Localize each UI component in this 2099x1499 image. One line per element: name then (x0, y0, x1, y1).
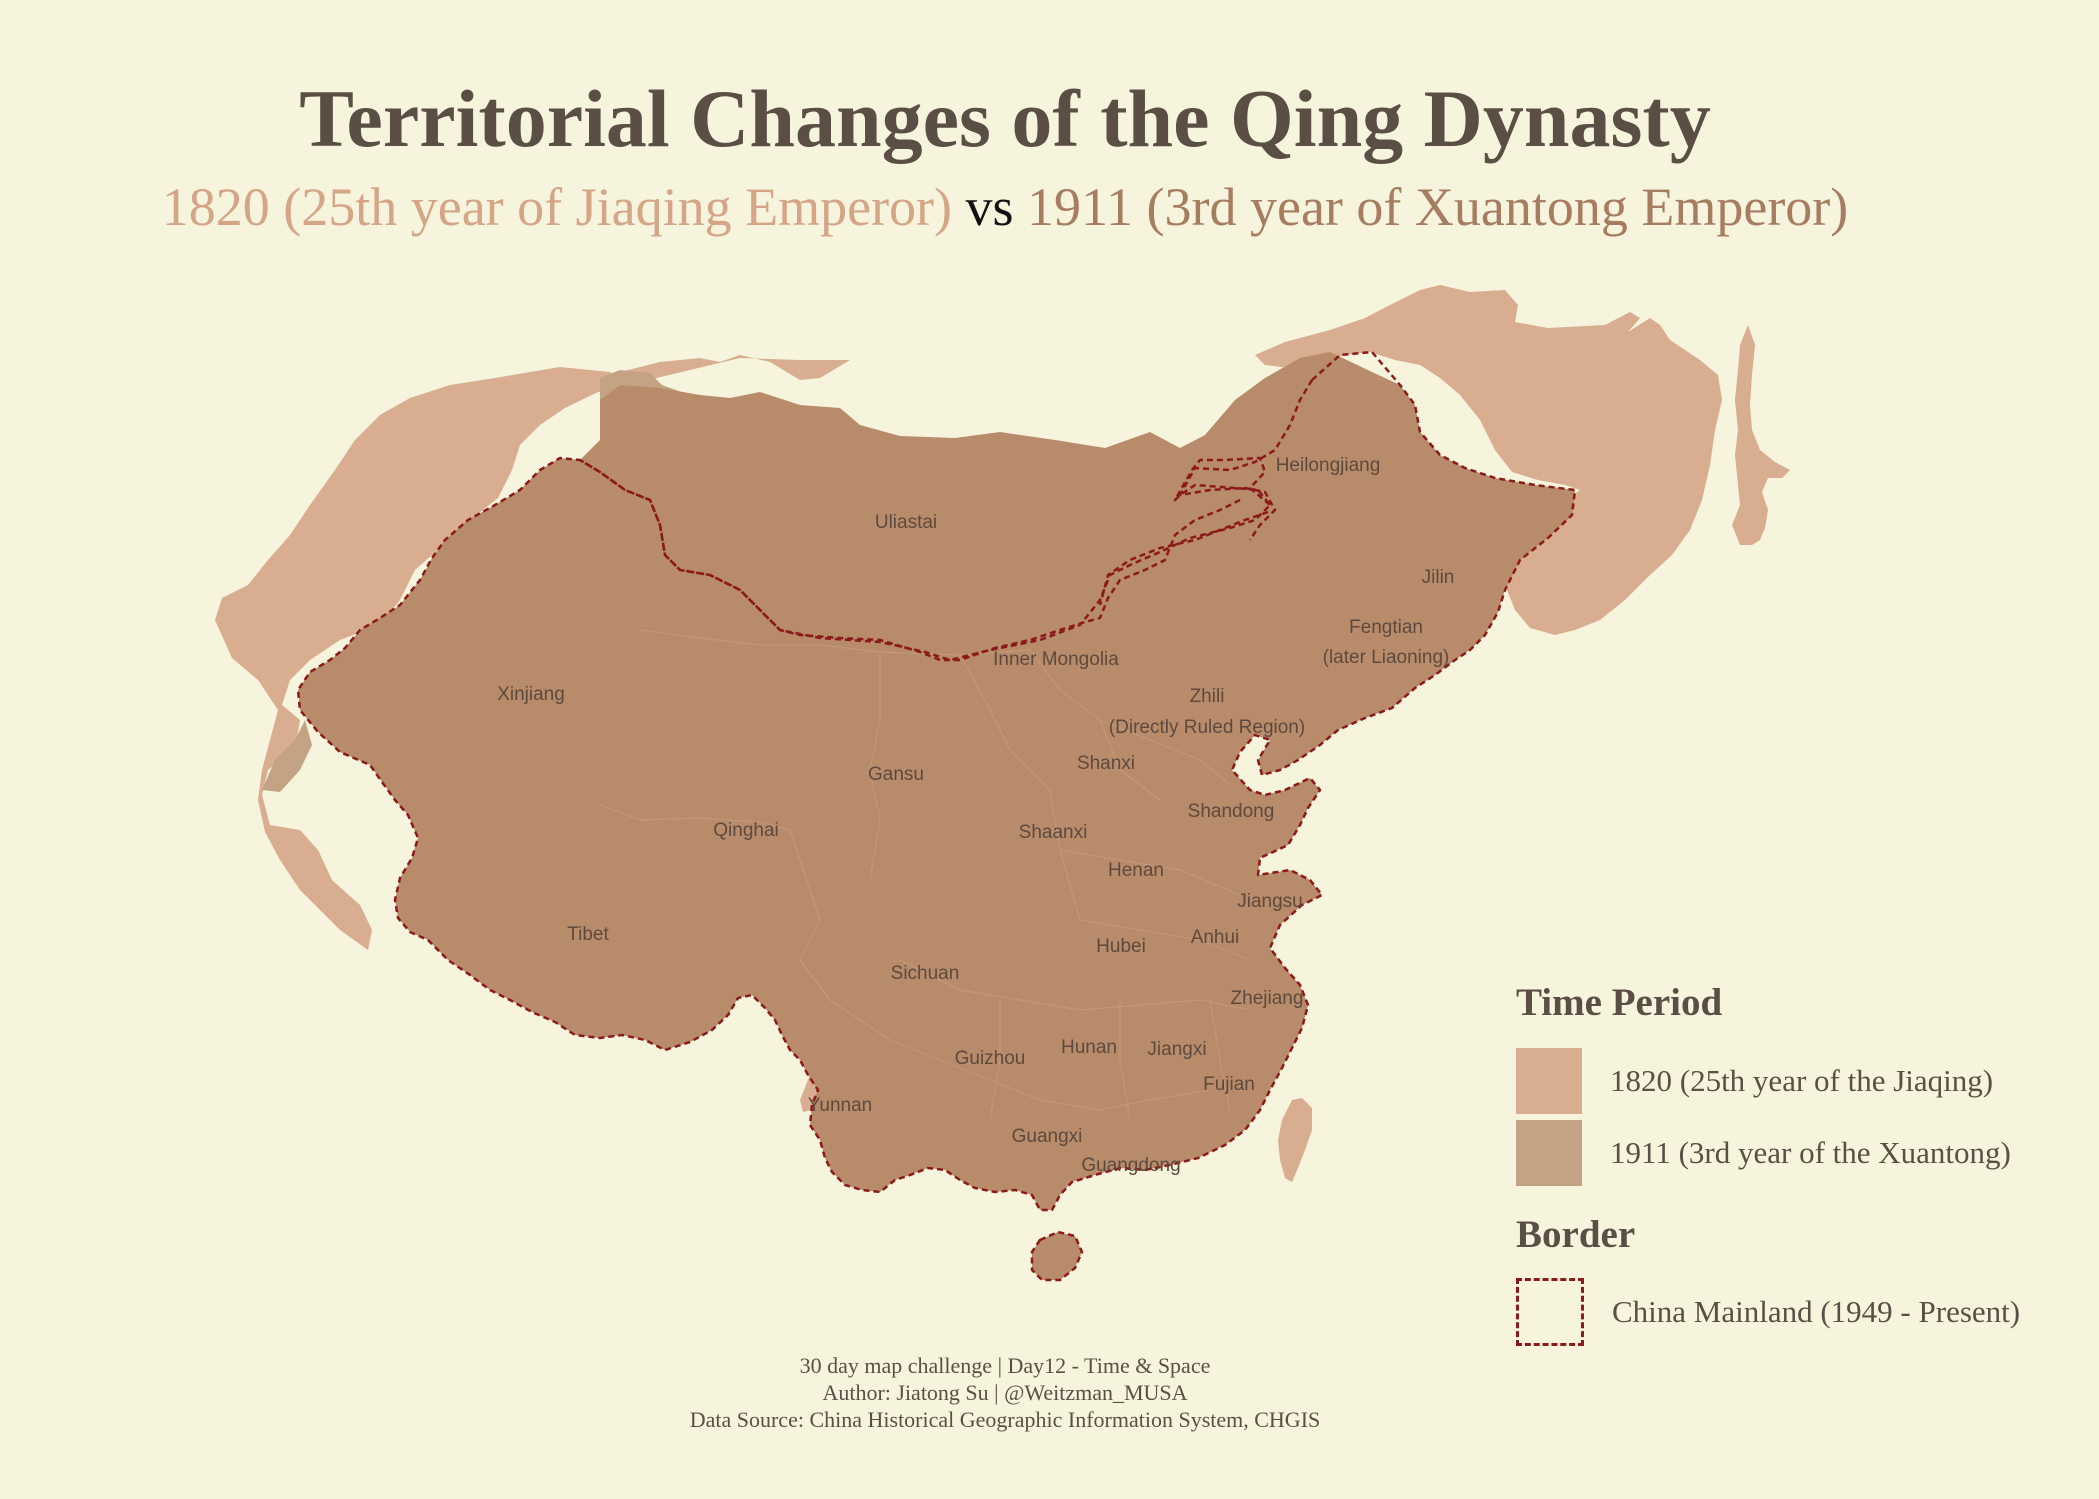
territory-core-hainan (1032, 1232, 1082, 1280)
label-jilin: Jilin (1422, 567, 1455, 588)
province-border-line (1119, 1000, 1131, 1121)
legend-item-1820: 1820 (25th year of the Jiaqing) (1516, 1048, 1993, 1114)
legend-item-1911: 1911 (3rd year of the Xuantong) (1516, 1120, 2011, 1186)
label-guizhou: Guizhou (955, 1048, 1026, 1069)
legend-border-title: Border (1516, 1213, 1636, 1256)
label-guangxi: Guangxi (1012, 1126, 1083, 1147)
province-border-line (989, 1000, 1001, 1121)
label-hubei: Hubei (1096, 936, 1146, 957)
mainland-border-northeast (1178, 379, 1314, 541)
province-borders (599, 629, 1251, 1121)
label-jiangxi: Jiangxi (1147, 1039, 1206, 1060)
province-border-line (959, 654, 1081, 921)
map-footer: 30 day map challenge | Day12 - Time & Sp… (0, 1352, 2010, 1433)
label-directly-ruled-region: (Directly Ruled Region) (1109, 717, 1305, 738)
label-heilongjiang: Heilongjiang (1276, 455, 1381, 476)
province-border-line (829, 999, 1211, 1111)
territory-1820-taiwan (1278, 1098, 1312, 1182)
province-border-line (799, 859, 831, 1001)
mainland-border-mongolia-divider (1098, 487, 1271, 606)
territory-1820-sakhalin (1732, 325, 1790, 545)
mainland-border-outline (296, 350, 1577, 1212)
province-border-line (1059, 849, 1241, 896)
subtitle-1820: 1820 (25th year of Jiaqing Emperor) (161, 177, 953, 237)
label-tibet: Tibet (567, 924, 609, 945)
territory-1820-outer-manchuria (1255, 285, 1722, 635)
footer-data-source: Data Source: China Historical Geographic… (689, 1407, 1321, 1432)
label-hunan: Hunan (1061, 1037, 1117, 1058)
mainland-border-north (579, 458, 1241, 662)
province-border-line (599, 804, 801, 861)
subtitle-1911: 1911 (3rd year of Xuantong Emperor) (1027, 177, 1849, 237)
province-labels: Heilongjiang Uliastai Jilin Fengtian (la… (497, 455, 1454, 1176)
label-guangdong: Guangdong (1081, 1155, 1180, 1176)
province-border-line (869, 652, 881, 881)
label-later-liaoning: (later Liaoning) (1323, 647, 1450, 668)
map-subtitle: 1820 (25th year of Jiaqing Emperor) vs 1… (0, 176, 2010, 238)
label-anhui: Anhui (1191, 927, 1240, 948)
mainland-border (296, 350, 1577, 1282)
province-border-line (1079, 919, 1251, 961)
province-border-line (1209, 999, 1231, 1111)
territory-1820-mongolia-north (598, 355, 850, 392)
label-yunnan: Yunnan (808, 1095, 872, 1116)
label-inner-mongolia: Inner Mongolia (993, 649, 1119, 670)
label-shandong: Shandong (1188, 801, 1275, 822)
label-jiangsu: Jiangsu (1237, 891, 1303, 912)
province-border-line (899, 959, 1251, 1011)
legend-time-period-title: Time Period (1516, 981, 1723, 1024)
territory-core-main (298, 352, 1575, 1210)
province-border-line (1099, 719, 1231, 786)
label-shanxi: Shanxi (1077, 753, 1135, 774)
label-xinjiang: Xinjiang (497, 684, 565, 705)
label-henan: Henan (1108, 860, 1164, 881)
label-gansu: Gansu (868, 764, 924, 785)
legend-swatch-border (1516, 1278, 1584, 1346)
footer-challenge: 30 day map challenge | Day12 - Time & Sp… (799, 1353, 1211, 1378)
territory-core (298, 352, 1575, 1280)
label-fengtian: Fengtian (1349, 617, 1423, 638)
label-fujian: Fujian (1203, 1074, 1255, 1095)
legend-swatch-1911 (1516, 1120, 1582, 1186)
label-sichuan: Sichuan (891, 963, 960, 984)
legend-item-border: China Mainland (1949 - Present) (1516, 1278, 2021, 1346)
label-uliastai: Uliastai (875, 512, 937, 533)
label-zhili: Zhili (1190, 686, 1225, 707)
legend-label-border: China Mainland (1949 - Present) (1612, 1294, 2021, 1329)
label-qinghai: Qinghai (713, 820, 779, 841)
label-zhejiang: Zhejiang (1231, 988, 1304, 1009)
territory-1820-northwest (215, 367, 622, 950)
mainland-border-hainan (1030, 1230, 1084, 1282)
legend-swatch-1820 (1516, 1048, 1582, 1114)
legend-label-1911: 1911 (3rd year of the Xuantong) (1610, 1135, 2011, 1170)
subtitle-vs: vs (965, 177, 1014, 237)
map-title: Territorial Changes of the Qing Dynasty (299, 73, 1711, 164)
footer-author: Author: Jiatong Su | @Weitzman_MUSA (822, 1380, 1188, 1405)
legend-label-1820: 1820 (25th year of the Jiaqing) (1610, 1063, 1994, 1098)
territory-1911-west-strip (262, 720, 312, 792)
label-shaanxi: Shaanxi (1019, 822, 1088, 843)
